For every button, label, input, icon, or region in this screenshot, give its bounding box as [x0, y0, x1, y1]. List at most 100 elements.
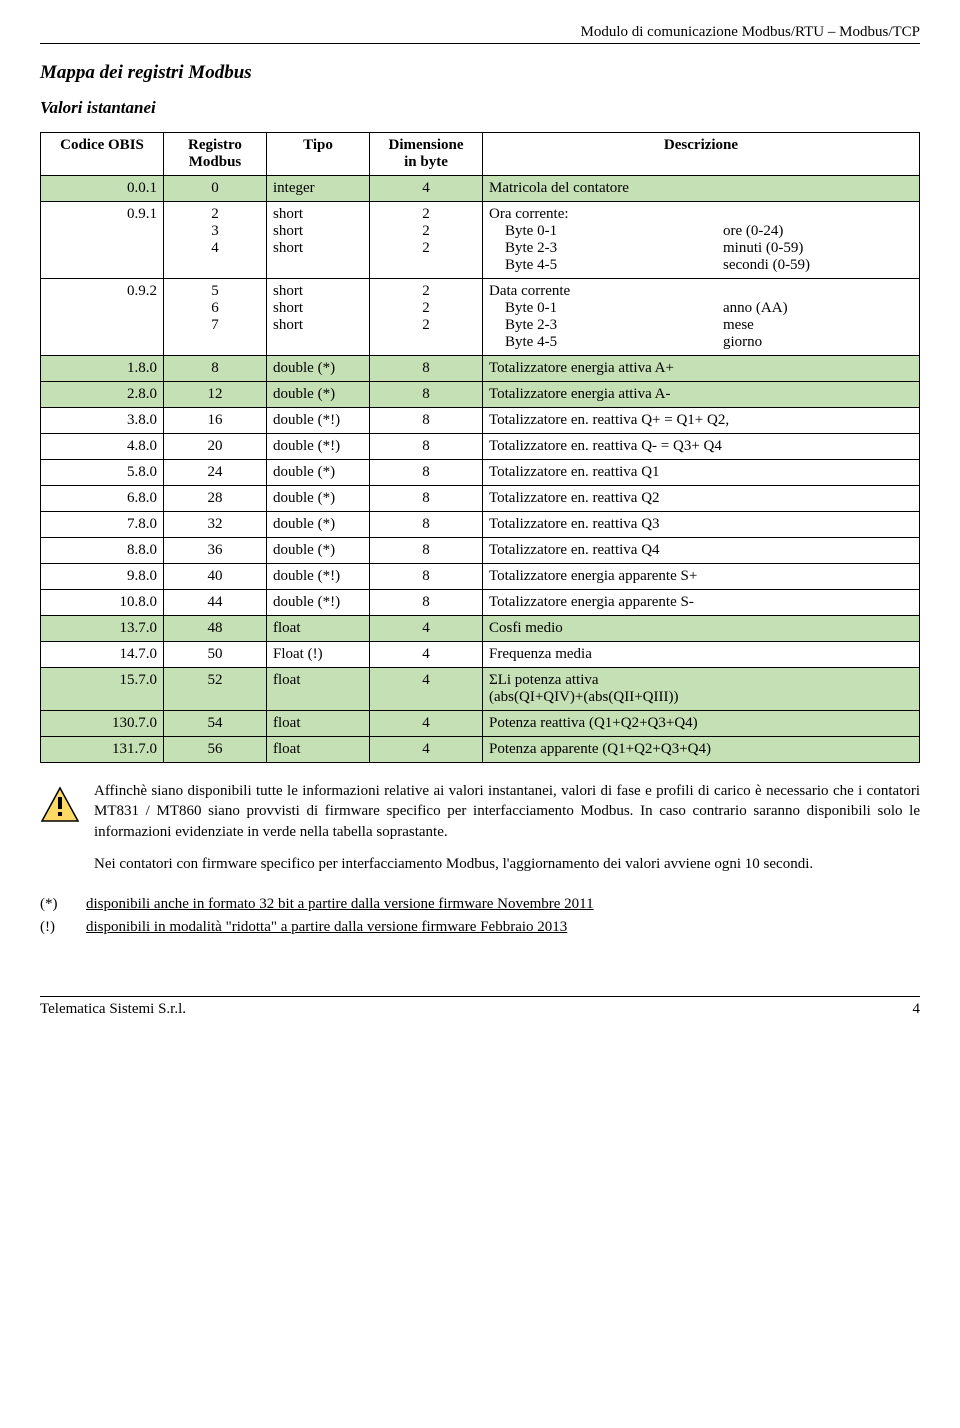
page-subtitle: Valori istantanei: [40, 98, 920, 118]
cell-reg: 12: [164, 382, 267, 408]
cell-type: short short short: [267, 202, 370, 279]
cell-desc: Totalizzatore en. reattiva Q- = Q3+ Q4: [483, 434, 920, 460]
cell-obis: 6.8.0: [41, 486, 164, 512]
cell-desc: Potenza apparente (Q1+Q2+Q3+Q4): [483, 737, 920, 763]
cell-reg: 52: [164, 668, 267, 711]
cell-type: double (*): [267, 486, 370, 512]
note-paragraph-2: Nei contatori con firmware specifico per…: [94, 854, 920, 874]
cell-reg: 8: [164, 356, 267, 382]
cell-dim: 8: [370, 382, 483, 408]
cell-desc: Totalizzatore energia attiva A-: [483, 382, 920, 408]
cell-obis: 4.8.0: [41, 434, 164, 460]
cell-dim: 4: [370, 642, 483, 668]
warning-note: Affinchè siano disponibili tutte le info…: [40, 781, 920, 886]
cell-obis: 131.7.0: [41, 737, 164, 763]
cell-dim: 4: [370, 176, 483, 202]
cell-type: float: [267, 737, 370, 763]
cell-reg: 28: [164, 486, 267, 512]
cell-type: double (*): [267, 538, 370, 564]
cell-type: short short short: [267, 279, 370, 356]
cell-dim: 8: [370, 590, 483, 616]
cell-type: integer: [267, 176, 370, 202]
table-row: 131.7.056float4Potenza apparente (Q1+Q2+…: [41, 737, 920, 763]
cell-obis: 3.8.0: [41, 408, 164, 434]
cell-type: float: [267, 616, 370, 642]
footnote: (*) disponibili anche in formato 32 bit …: [40, 896, 920, 913]
cell-obis: 7.8.0: [41, 512, 164, 538]
cell-reg: 36: [164, 538, 267, 564]
page-footer: Telematica Sistemi S.r.l. 4: [40, 1001, 920, 1018]
table-row: 2.8.012double (*)8Totalizzatore energia …: [41, 382, 920, 408]
cell-reg: 48: [164, 616, 267, 642]
cell-dim: 8: [370, 512, 483, 538]
table-row: 10.8.044double (*!)8Totalizzatore energi…: [41, 590, 920, 616]
footer-left: Telematica Sistemi S.r.l.: [40, 1001, 186, 1018]
note-paragraph-1: Affinchè siano disponibili tutte le info…: [94, 781, 920, 842]
cell-desc: Totalizzatore energia apparente S-: [483, 590, 920, 616]
cell-reg: 16: [164, 408, 267, 434]
cell-obis: 0.9.2: [41, 279, 164, 356]
page-header: Modulo di comunicazione Modbus/RTU – Mod…: [40, 24, 920, 41]
table-row: 8.8.036double (*)8Totalizzatore en. reat…: [41, 538, 920, 564]
warning-icon: [40, 785, 80, 825]
cell-desc: Ora corrente:Byte 0-1ore (0-24)Byte 2-3m…: [483, 202, 920, 279]
cell-obis: 130.7.0: [41, 711, 164, 737]
cell-obis: 2.8.0: [41, 382, 164, 408]
cell-type: double (*!): [267, 408, 370, 434]
cell-reg: 20: [164, 434, 267, 460]
cell-dim: 8: [370, 434, 483, 460]
cell-desc: Totalizzatore en. reattiva Q1: [483, 460, 920, 486]
registers-table: Codice OBIS Registro Modbus Tipo Dimensi…: [40, 132, 920, 763]
cell-obis: 15.7.0: [41, 668, 164, 711]
cell-type: Float (!): [267, 642, 370, 668]
footnotes: (*) disponibili anche in formato 32 bit …: [40, 896, 920, 936]
cell-desc: Totalizzatore energia attiva A+: [483, 356, 920, 382]
cell-desc: Totalizzatore en. reattiva Q+ = Q1+ Q2,: [483, 408, 920, 434]
footnote-mark: (*): [40, 896, 68, 913]
footnote-mark: (!): [40, 919, 68, 936]
cell-desc: Cosfi medio: [483, 616, 920, 642]
cell-desc: Potenza reattiva (Q1+Q2+Q3+Q4): [483, 711, 920, 737]
cell-dim: 8: [370, 356, 483, 382]
footnote: (!) disponibili in modalità "ridotta" a …: [40, 919, 920, 936]
table-row: 4.8.020double (*!)8Totalizzatore en. rea…: [41, 434, 920, 460]
table-row: 0.9.12 3 4short short short2 2 2Ora corr…: [41, 202, 920, 279]
cell-dim: 8: [370, 460, 483, 486]
table-row: 130.7.054float4Potenza reattiva (Q1+Q2+Q…: [41, 711, 920, 737]
col-obis-header: Codice OBIS: [41, 133, 164, 176]
table-row: 1.8.08double (*)8Totalizzatore energia a…: [41, 356, 920, 382]
col-type-header: Tipo: [267, 133, 370, 176]
cell-reg: 24: [164, 460, 267, 486]
table-row: 0.9.25 6 7short short short2 2 2Data cor…: [41, 279, 920, 356]
cell-desc: ΣLi potenza attiva (abs(QI+QIV)+(abs(QII…: [483, 668, 920, 711]
cell-obis: 13.7.0: [41, 616, 164, 642]
cell-reg: 32: [164, 512, 267, 538]
cell-obis: 1.8.0: [41, 356, 164, 382]
table-row: 15.7.052float4ΣLi potenza attiva (abs(QI…: [41, 668, 920, 711]
cell-reg: 56: [164, 737, 267, 763]
cell-desc: Totalizzatore en. reattiva Q3: [483, 512, 920, 538]
cell-desc: Data correnteByte 0-1anno (AA)Byte 2-3me…: [483, 279, 920, 356]
cell-type: double (*): [267, 460, 370, 486]
cell-reg: 50: [164, 642, 267, 668]
table-header-row: Codice OBIS Registro Modbus Tipo Dimensi…: [41, 133, 920, 176]
table-row: 6.8.028double (*)8Totalizzatore en. reat…: [41, 486, 920, 512]
cell-type: float: [267, 668, 370, 711]
note-text: Affinchè siano disponibili tutte le info…: [94, 781, 920, 886]
cell-dim: 4: [370, 737, 483, 763]
cell-obis: 10.8.0: [41, 590, 164, 616]
cell-type: float: [267, 711, 370, 737]
cell-desc: Totalizzatore en. reattiva Q2: [483, 486, 920, 512]
cell-dim: 2 2 2: [370, 202, 483, 279]
cell-reg: 54: [164, 711, 267, 737]
cell-type: double (*!): [267, 590, 370, 616]
cell-type: double (*): [267, 512, 370, 538]
cell-type: double (*!): [267, 564, 370, 590]
table-row: 0.0.10integer4Matricola del contatore: [41, 176, 920, 202]
cell-dim: 8: [370, 486, 483, 512]
cell-reg: 2 3 4: [164, 202, 267, 279]
table-row: 13.7.048float4Cosfi medio: [41, 616, 920, 642]
cell-reg: 40: [164, 564, 267, 590]
footnote-text: disponibili in modalità "ridotta" a part…: [86, 919, 920, 936]
table-row: 7.8.032double (*)8Totalizzatore en. reat…: [41, 512, 920, 538]
